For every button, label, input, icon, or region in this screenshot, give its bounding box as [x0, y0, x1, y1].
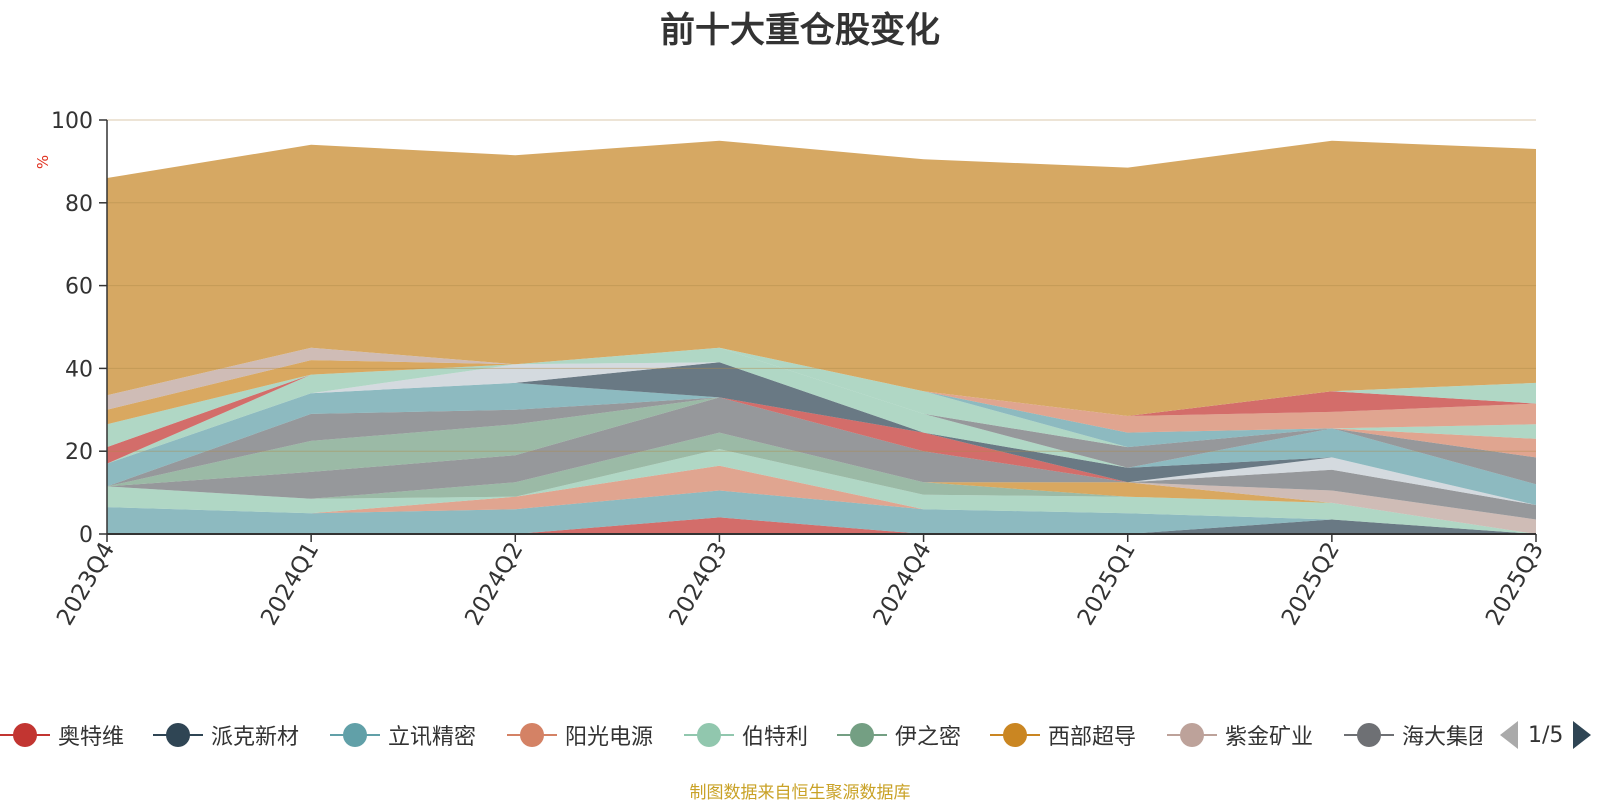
area-series-31[interactable]: 其他 — [107, 140, 1536, 416]
legend-label: 伯特利 — [742, 725, 809, 750]
x-tick-label-2024Q2: 2024Q2 — [460, 538, 528, 630]
legend-next-page-icon[interactable] — [1573, 721, 1592, 749]
legend-item-4[interactable]: 阳光电源 — [507, 715, 653, 755]
legend-item-1[interactable]: 奥特维 — [0, 715, 124, 755]
legend-item-3[interactable]: 立讯精密 — [330, 715, 476, 755]
legend-marker-icon — [0, 720, 50, 750]
area-series-2[interactable]: 派克新材 — [107, 517, 1536, 534]
y-tick-label-20: 20 — [65, 440, 93, 465]
area-series-5[interactable]: 伯特利 — [107, 449, 1536, 534]
x-tick-label-2025Q2: 2025Q2 — [1277, 538, 1345, 630]
legend-page-indicator: 1/5 — [1528, 722, 1564, 748]
legend-item-8[interactable]: 紫金矿业 — [1167, 715, 1313, 755]
legend-label: 紫金矿业 — [1225, 725, 1314, 750]
area-series-15[interactable]: 比亚迪 — [107, 397, 1536, 487]
x-tick-label-2024Q3: 2024Q3 — [664, 538, 732, 630]
legend-label: 伊之密 — [895, 725, 962, 750]
legend-item-7[interactable]: 西部超导 — [990, 715, 1136, 755]
chart-title: 前十大重仓股变化 — [659, 11, 940, 51]
area-series-29[interactable]: 立华股份 — [107, 347, 1536, 416]
legend-label: 海大集团 — [1402, 725, 1482, 750]
legend-label: 西部超导 — [1048, 725, 1137, 750]
stacked-area-chart: 奥特维派克新材立讯精密阳光电源伯特利伊之密西部超导紫金矿业海大集团中国平安宁德时… — [34, 109, 1549, 630]
y-tick-label-0: 0 — [79, 523, 93, 548]
legend-prev-page-icon[interactable] — [1500, 721, 1518, 749]
grid-layer — [107, 119, 1536, 452]
y-tick-label-40: 40 — [65, 357, 93, 382]
y-tick-label-60: 60 — [65, 275, 93, 300]
legend-item-9[interactable]: 海大集团 — [1344, 715, 1482, 755]
y-tick-label-100: 100 — [51, 109, 93, 134]
legend-marker-icon — [684, 720, 734, 750]
y-tick-label-80: 80 — [65, 192, 93, 217]
legend-label: 奥特维 — [58, 725, 125, 750]
area-series-12[interactable]: 三花智控 — [107, 397, 1536, 505]
area-series-14[interactable]: 汇川技术 — [107, 397, 1536, 505]
y-axis-unit-label: % — [34, 155, 52, 169]
legend-marker-icon — [1344, 720, 1394, 750]
legend-label: 派克新材 — [211, 725, 300, 750]
x-tick-label-2025Q3: 2025Q3 — [1481, 538, 1549, 630]
area-series-16[interactable]: 美的集团 — [107, 397, 1536, 487]
legend-item-5[interactable]: 伯特利 — [684, 715, 808, 755]
x-tick-label-2024Q4: 2024Q4 — [869, 538, 937, 630]
area-series-19[interactable]: 中际旭创 — [107, 362, 1536, 468]
legend-marker-icon — [153, 720, 203, 750]
legend-marker-icon — [837, 720, 887, 750]
legend-item-2[interactable]: 派克新材 — [153, 715, 299, 755]
legend-pager: 1/5 — [1500, 718, 1592, 752]
x-tick-label-2024Q1: 2024Q1 — [256, 538, 324, 630]
source-note: 制图数据来自恒生聚源数据库 — [689, 783, 911, 803]
legend-marker-icon — [507, 720, 557, 750]
legend-label: 立讯精密 — [388, 725, 477, 750]
area-series-11[interactable]: 宁德时代 — [107, 397, 1536, 505]
x-tick-label-2025Q1: 2025Q1 — [1073, 538, 1141, 630]
area-series-3[interactable]: 立讯精密 — [107, 490, 1536, 535]
legend-marker-icon — [1167, 720, 1217, 750]
legend-label: 阳光电源 — [565, 725, 654, 750]
area-series-27[interactable]: 迈瑞医疗 — [107, 347, 1536, 433]
x-tick-label-2023Q4: 2023Q4 — [52, 538, 120, 630]
area-series-18[interactable]: 北方华创 — [107, 382, 1536, 487]
legend-item-6[interactable]: 伊之密 — [837, 715, 961, 755]
legend: 奥特维 派克新材 立讯精密 阳光电源 伯特利 伊之密 西部超导 紫金矿业 海大集团 — [0, 715, 1600, 755]
legend-marker-icon — [330, 720, 380, 750]
area-series-4[interactable]: 阳光电源 — [107, 465, 1536, 534]
areas-layer: 奥特维派克新材立讯精密阳光电源伯特利伊之密西部超导紫金矿业海大集团中国平安宁德时… — [107, 140, 1536, 535]
legend-marker-icon — [990, 720, 1040, 750]
